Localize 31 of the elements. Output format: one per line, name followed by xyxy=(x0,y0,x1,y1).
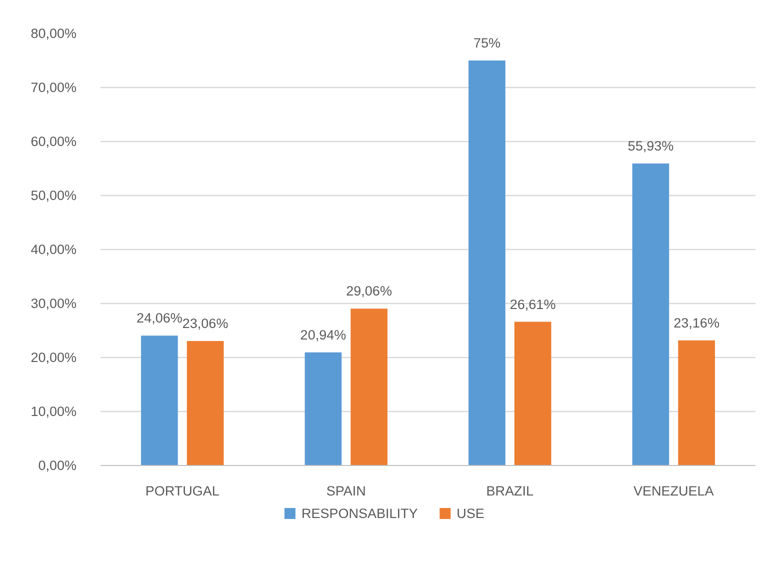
bar xyxy=(632,163,670,466)
data-label: 20,94% xyxy=(300,327,346,342)
y-tick-label: 40,00% xyxy=(30,242,77,257)
legend-label: RESPONSABILITY xyxy=(301,506,418,521)
bar xyxy=(350,308,388,466)
y-tick-label: 0,00% xyxy=(38,458,77,473)
data-label: 29,06% xyxy=(346,284,392,299)
x-tick-label: BRAZIL xyxy=(486,484,534,498)
data-label: 23,16% xyxy=(674,315,720,330)
x-tick-label: SPAIN xyxy=(326,484,366,498)
bar xyxy=(514,322,552,466)
data-label: 24,06% xyxy=(136,310,182,326)
data-label: 75% xyxy=(473,36,500,50)
y-tick-label: 20,00% xyxy=(30,350,77,365)
bar xyxy=(678,340,715,466)
y-tick-label: 60,00% xyxy=(30,134,77,149)
bar xyxy=(141,336,178,466)
y-tick-label: 70,00% xyxy=(30,80,77,95)
y-tick-label: 10,00% xyxy=(30,404,77,419)
x-tick-label: VENEZUELA xyxy=(633,484,714,498)
bar xyxy=(304,352,342,466)
bar xyxy=(186,340,224,466)
data-label: 55,93% xyxy=(628,138,674,154)
legend-label: USE xyxy=(456,506,484,521)
x-tick-label: PORTUGAL xyxy=(145,484,220,498)
data-label: 26,61% xyxy=(510,296,556,312)
data-label: 23,06% xyxy=(182,316,228,331)
y-tick-label: 50,00% xyxy=(30,188,77,203)
y-tick-label: 30,00% xyxy=(30,296,77,311)
bar xyxy=(468,60,506,466)
y-tick-label: 80,00% xyxy=(30,26,77,41)
